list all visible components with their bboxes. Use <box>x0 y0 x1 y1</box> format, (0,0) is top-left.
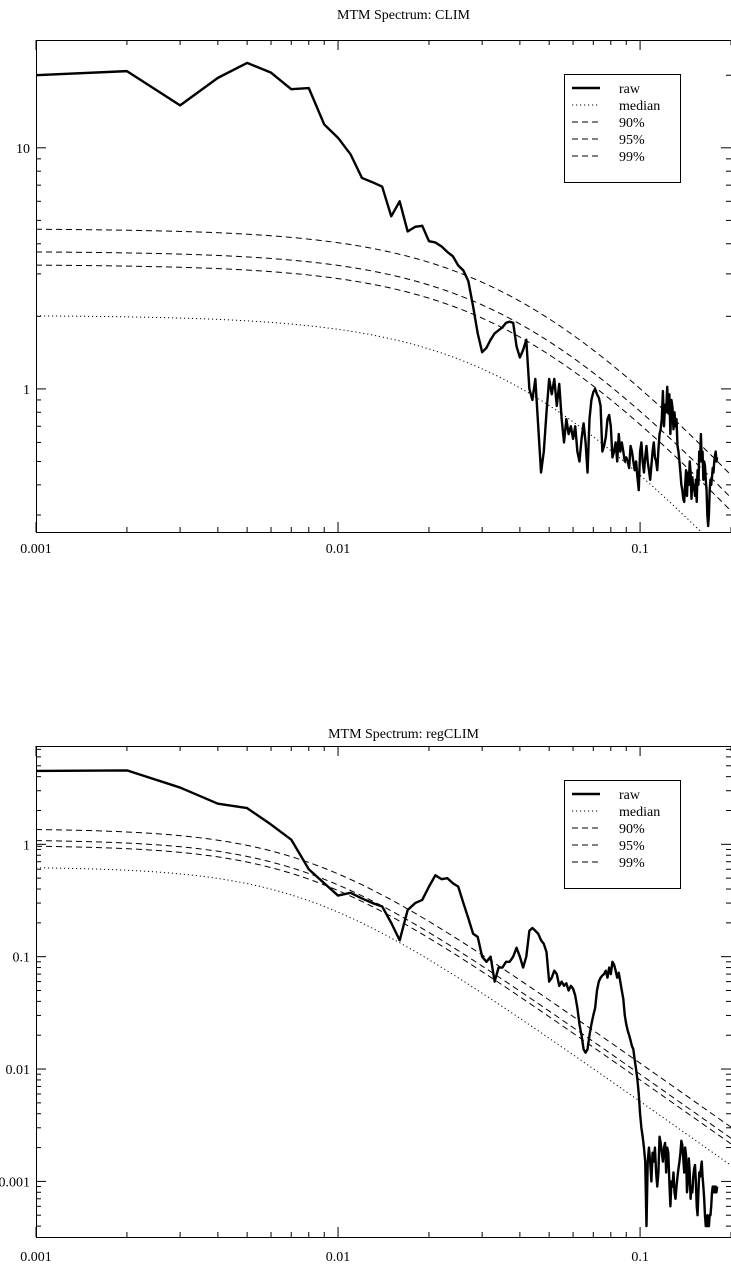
y-tick-label: 10 <box>16 142 30 157</box>
legend-label: raw <box>619 788 641 803</box>
legend-label: raw <box>619 82 641 97</box>
legend-label: median <box>619 99 660 114</box>
y-tick-label: 1 <box>23 838 30 853</box>
legend-label: 95% <box>619 133 645 148</box>
legend-box <box>564 780 681 889</box>
legend: raw median 90% 95% 99% <box>564 780 681 889</box>
legend-label: 90% <box>619 116 645 131</box>
legend-label: 90% <box>619 822 645 837</box>
chart-title: MTM Spectrum: regCLIM <box>328 727 479 742</box>
series-group <box>36 769 731 1228</box>
series-group <box>36 61 731 532</box>
plot-frame <box>36 40 731 533</box>
y-tick-label: 0.01 <box>6 1063 31 1078</box>
legend-label: median <box>619 805 660 820</box>
x-tick-label: 0.001 <box>20 542 52 557</box>
series-line-raw <box>36 61 719 528</box>
legend-label: 99% <box>619 150 645 165</box>
series-line-median <box>36 315 702 532</box>
x-tick-label: 0.1 <box>631 542 649 557</box>
y-tick-label: 1 <box>23 383 30 398</box>
series-line-95pct <box>36 840 731 1139</box>
chart-title: MTM Spectrum: CLIM <box>337 8 471 23</box>
y-tick-label: 0.001 <box>0 1175 30 1190</box>
legend-box <box>564 74 681 183</box>
x-tick-label: 0.01 <box>326 542 351 557</box>
chart-panel-clim: MTM Spectrum: CLIM 0.001 0.01 0.1 1 10 raw medi… <box>0 0 731 560</box>
legend-label: 95% <box>619 839 645 854</box>
y-tick-label: 0.1 <box>13 951 31 966</box>
series-line-95pct <box>36 251 731 499</box>
x-tick-label: 0.001 <box>20 1250 52 1265</box>
series-line-99pct <box>36 228 731 476</box>
series-line-raw <box>36 769 719 1228</box>
x-tick-label: 0.01 <box>326 1250 351 1265</box>
series-line-median <box>36 867 731 1166</box>
legend-label: 99% <box>619 856 645 871</box>
series-line-99pct <box>36 829 731 1128</box>
mtm-spectrum-regclim-chart: MTM Spectrum: regCLIM 0.001 0.01 0.1 0.001 0.… <box>0 727 731 1265</box>
mtm-spectrum-clim-chart: MTM Spectrum: CLIM 0.001 0.01 0.1 1 10 raw medi… <box>16 8 731 557</box>
chart-panel-regclim: MTM Spectrum: regCLIM 0.001 0.01 0.1 0.001 0.… <box>0 710 731 1266</box>
series-line-90pct <box>36 264 731 512</box>
series-line-90pct <box>36 845 731 1145</box>
x-tick-label: 0.1 <box>631 1250 649 1265</box>
plot-frame <box>36 746 731 1238</box>
legend: raw median 90% 95% 99% <box>564 74 681 183</box>
